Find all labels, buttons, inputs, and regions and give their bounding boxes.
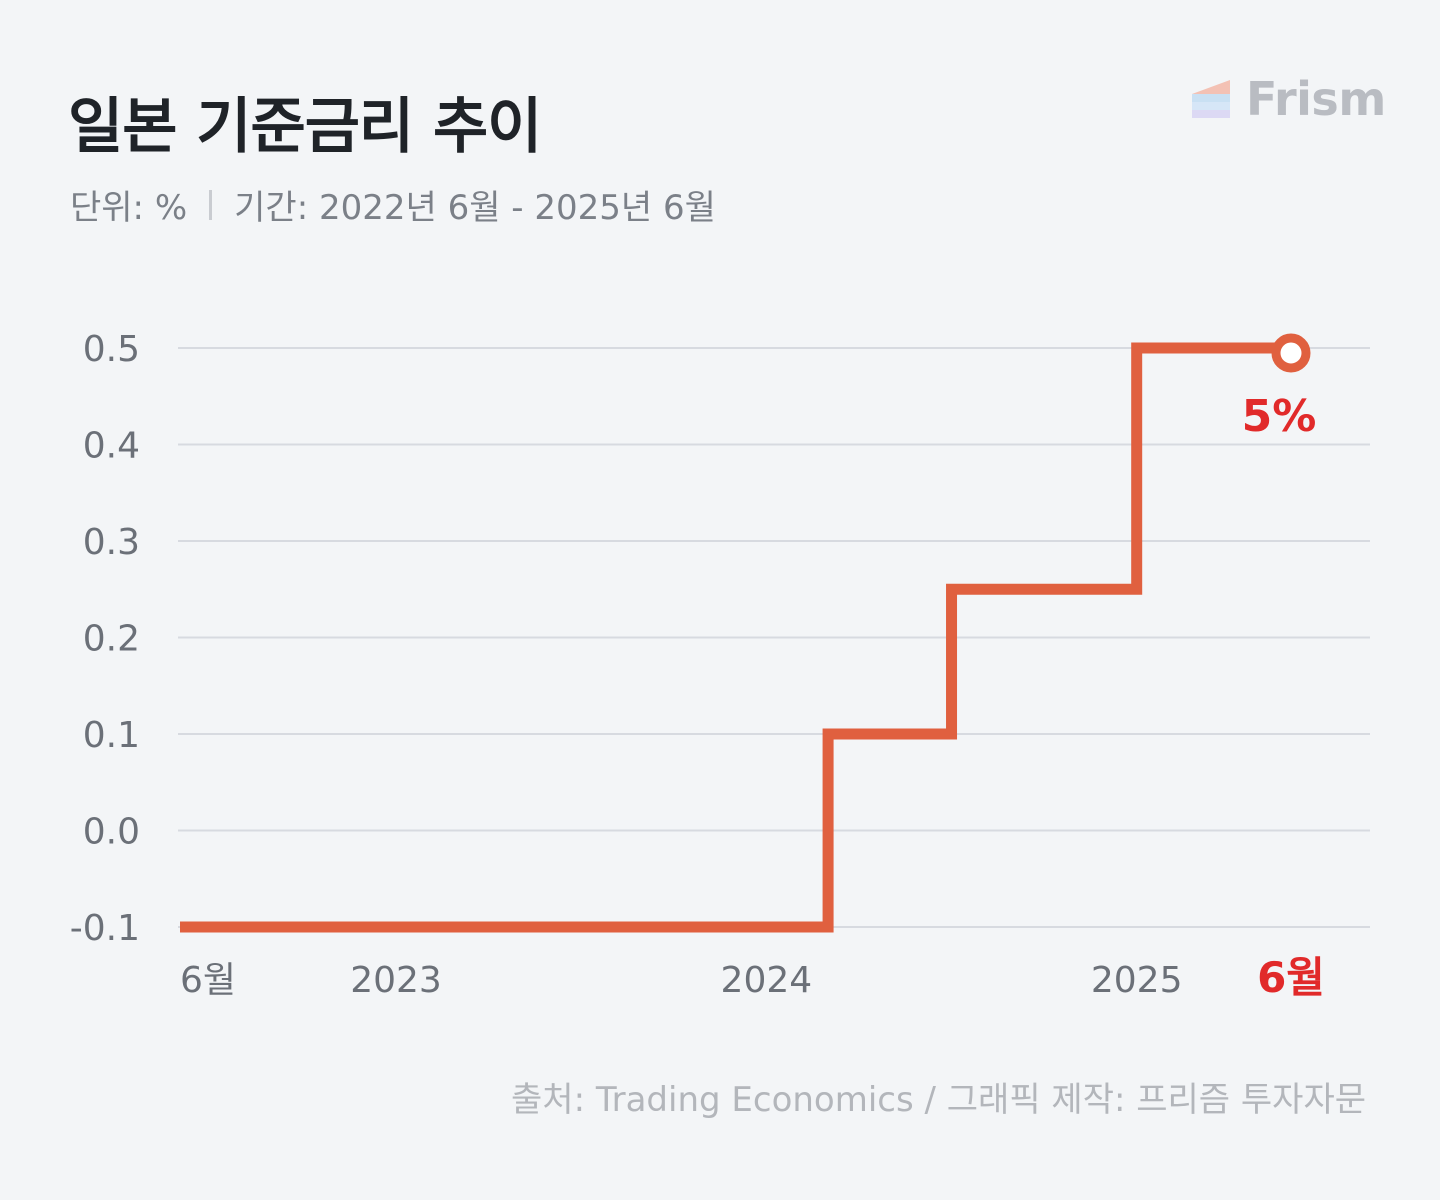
- y-tick-label: 0.3: [83, 522, 140, 563]
- chart-subtitle: 단위: % 기간: 2022년 6월 - 2025년 6월: [70, 180, 716, 229]
- rate-series: 5%: [180, 333, 1317, 933]
- x-tick-label: 6월: [1257, 953, 1325, 1002]
- x-axis-ticks: 6월 2023 2024 2025 6월: [180, 953, 1325, 1002]
- x-tick-label: 2023: [350, 960, 442, 1001]
- grid-lines: [178, 347, 1370, 928]
- x-tick-label: 6월: [180, 960, 236, 1001]
- rate-step-line: [180, 342, 1291, 933]
- source-credit: 출처: Trading Economics / 그래픽 제작: 프리즘 투자자문: [511, 1080, 1366, 1120]
- y-axis-ticks: 0.5 0.4 0.3 0.2 0.1 0.0 -0.1: [70, 329, 140, 949]
- y-tick-label: 0.0: [83, 812, 140, 853]
- rate-chart: 0.5 0.4 0.3 0.2 0.1 0.0 -0.1 6월 2023 2024 2025 6월 …: [70, 329, 1370, 1002]
- chart-title: 일본 기준금리 추이: [68, 92, 542, 162]
- subtitle-divider: [209, 189, 213, 220]
- unit-label: 단위: %: [70, 188, 188, 228]
- x-tick-label: 2025: [1091, 960, 1183, 1001]
- frism-logo-icon: [1192, 80, 1230, 118]
- y-tick-label: -0.1: [70, 908, 140, 949]
- brand-logo: Frism: [1192, 72, 1386, 126]
- y-tick-label: 0.5: [83, 329, 140, 370]
- y-tick-label: 0.2: [83, 619, 140, 660]
- x-tick-label: 2024: [721, 960, 813, 1001]
- end-value-label: 5%: [1242, 391, 1317, 442]
- period-label: 기간: 2022년 6월 - 2025년 6월: [234, 188, 716, 228]
- y-tick-label: 0.1: [83, 715, 140, 756]
- y-tick-label: 0.4: [83, 426, 140, 467]
- end-point-marker: [1271, 333, 1311, 373]
- brand-name: Frism: [1246, 72, 1386, 126]
